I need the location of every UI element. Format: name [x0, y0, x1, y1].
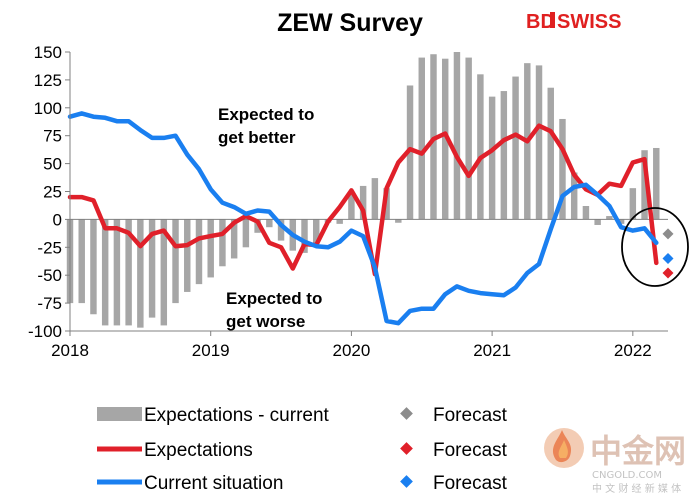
watermark-tagline: 中 文 财 经 新 媒 体 — [592, 482, 681, 495]
bar-expectations-current — [653, 147, 660, 220]
legend-forecast-marker-red — [400, 442, 413, 455]
flame-logo-icon — [544, 428, 584, 468]
bar-expectations-current — [266, 219, 273, 228]
bar-expectations-current — [219, 219, 226, 267]
bar-expectations-current — [453, 52, 461, 220]
bdswiss-logo: BD SWISS — [526, 11, 621, 33]
legend-label-expectations-current: Expectations - current — [144, 405, 330, 426]
annotation-worse-line2: get worse — [226, 312, 305, 331]
bar-expectations-current — [559, 118, 566, 220]
watermark-sub-text: CNGOLD.COM — [592, 470, 662, 481]
y-tick-label: -50 — [37, 266, 62, 285]
y-tick-label: 25 — [43, 183, 62, 202]
cngold-watermark: 中金网 CNGOLD.COM 中 文 财 经 新 媒 体 — [544, 428, 686, 495]
bar-expectations-current — [125, 219, 132, 326]
y-tick-label: 75 — [43, 127, 62, 146]
y-axis-ticks: 150 125 100 75 50 25 0 -25 -50 -75 -100 — [28, 43, 70, 341]
chart-title: ZEW Survey — [277, 9, 423, 37]
bar-expectations-current — [477, 74, 484, 220]
bar-expectations-current — [348, 192, 355, 220]
annotation-better-line1: Expected to — [218, 105, 314, 124]
x-tick-label: 2020 — [332, 341, 370, 360]
legend-forecast-label-1: Forecast — [433, 405, 508, 426]
logo-swiss-text: SWISS — [557, 11, 621, 33]
bar-expectations-current — [78, 219, 85, 304]
x-tick-label: 2018 — [51, 341, 89, 360]
bar-expectations-current — [465, 57, 472, 220]
legend-forecast-label-3: Forecast — [433, 473, 508, 494]
bar-expectations-current — [512, 76, 519, 220]
bar-expectations-current — [160, 219, 168, 326]
bar-expectations-current — [313, 219, 320, 244]
bar-expectations-current — [582, 206, 590, 220]
bar-expectations-current — [195, 219, 203, 285]
bar-expectations-current — [371, 178, 379, 220]
logo-bd-text: BD — [526, 11, 555, 33]
y-tick-label: 125 — [34, 71, 62, 90]
bar-expectations-current — [641, 150, 648, 220]
legend: Expectations - current Expectations Curr… — [97, 405, 508, 494]
bar-expectations-current — [441, 58, 449, 220]
y-tick-label: -75 — [37, 294, 62, 313]
legend-label-current-situation: Current situation — [144, 473, 283, 494]
forecast-marker — [662, 252, 674, 264]
x-tick-label: 2019 — [192, 341, 230, 360]
logo-divider — [550, 12, 555, 28]
forecast-layer — [662, 228, 674, 279]
bar-expectations-current — [547, 87, 554, 220]
bar-expectations-current — [488, 96, 496, 220]
y-tick-label: 50 — [43, 155, 62, 174]
bars-layer — [66, 52, 660, 328]
bar-expectations-current — [570, 172, 578, 220]
legend-forecast-label-2: Forecast — [433, 440, 508, 461]
bar-expectations-current — [184, 219, 191, 292]
bar-expectations-current — [90, 219, 97, 315]
bar-expectations-current — [101, 219, 109, 326]
y-tick-label: 100 — [34, 99, 62, 118]
x-tick-label: 2022 — [614, 341, 652, 360]
bar-expectations-current — [500, 91, 508, 220]
watermark-main-text: 中金网 — [590, 432, 686, 470]
bar-expectations-current — [230, 219, 238, 259]
legend-forecast-marker-blue — [400, 475, 413, 488]
line-expectations — [67, 123, 659, 277]
y-tick-label: -25 — [37, 238, 62, 257]
bar-expectations-current — [594, 219, 601, 225]
line-current-situation — [67, 111, 659, 326]
bar-expectations-current — [606, 216, 613, 220]
bar-expectations-current — [301, 219, 308, 253]
bar-expectations-current — [535, 65, 543, 220]
forecast-marker — [662, 267, 674, 279]
bar-expectations-current — [359, 185, 367, 220]
bar-expectations-current — [172, 219, 179, 304]
bar-expectations-current — [242, 219, 250, 248]
legend-swatch-expectations-current — [97, 407, 142, 421]
forecast-marker — [662, 228, 674, 240]
annotation-worse-line1: Expected to — [226, 289, 322, 308]
bar-expectations-current — [418, 57, 425, 220]
bar-expectations-current — [207, 219, 214, 278]
bar-expectations-current — [617, 219, 625, 224]
forecast-highlight-circle — [621, 207, 689, 287]
y-tick-label: 0 — [53, 210, 62, 229]
y-tick-label: -100 — [28, 322, 62, 341]
y-tick-label: 150 — [34, 43, 62, 62]
bar-expectations-current — [113, 219, 121, 326]
bar-expectations-current — [137, 219, 144, 328]
bar-expectations-current — [277, 219, 285, 241]
bar-expectations-current — [336, 219, 343, 224]
bar-expectations-current — [148, 219, 156, 318]
annotation-better-line2: get better — [218, 128, 296, 147]
lines-layer — [67, 111, 659, 326]
x-axis-ticks: 2018 2019 2020 2021 2022 — [51, 331, 652, 360]
legend-forecast-marker-gray — [400, 407, 413, 420]
x-tick-label: 2021 — [473, 341, 511, 360]
bar-expectations-current — [395, 219, 402, 223]
bar-expectations-current — [629, 188, 637, 220]
legend-label-expectations: Expectations — [144, 440, 253, 461]
